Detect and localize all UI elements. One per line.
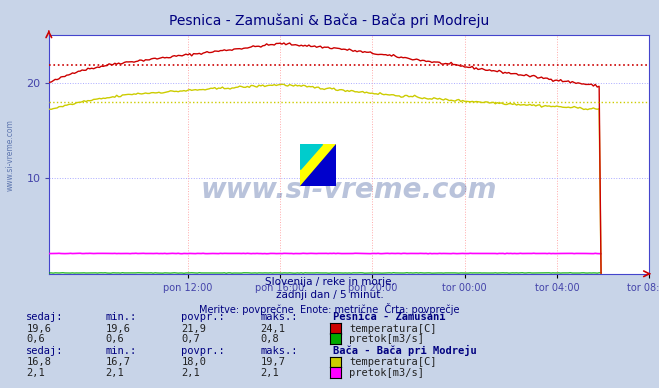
Text: sedaj:: sedaj: xyxy=(26,312,64,322)
Text: Bača - Bača pri Modreju: Bača - Bača pri Modreju xyxy=(333,345,476,356)
Text: 21,9: 21,9 xyxy=(181,324,206,334)
Text: min.:: min.: xyxy=(105,346,136,356)
Polygon shape xyxy=(300,144,322,169)
Text: 0,6: 0,6 xyxy=(105,334,124,344)
Text: 0,6: 0,6 xyxy=(26,334,45,344)
Text: 24,1: 24,1 xyxy=(260,324,285,334)
Text: 2,1: 2,1 xyxy=(105,368,124,378)
Text: 2,1: 2,1 xyxy=(260,368,279,378)
Text: povpr.:: povpr.: xyxy=(181,346,225,356)
Text: 19,6: 19,6 xyxy=(26,324,51,334)
Text: min.:: min.: xyxy=(105,312,136,322)
Text: 19,7: 19,7 xyxy=(260,357,285,367)
Text: Pesnica - Zamušani: Pesnica - Zamušani xyxy=(333,312,445,322)
Text: sedaj:: sedaj: xyxy=(26,346,64,356)
Text: www.si-vreme.com: www.si-vreme.com xyxy=(201,176,498,204)
Text: 16,8: 16,8 xyxy=(26,357,51,367)
Text: zadnji dan / 5 minut.: zadnji dan / 5 minut. xyxy=(275,290,384,300)
Text: 2,1: 2,1 xyxy=(26,368,45,378)
Text: 16,7: 16,7 xyxy=(105,357,130,367)
Text: Pesnica - Zamušani & Bača - Bača pri Modreju: Pesnica - Zamušani & Bača - Bača pri Mod… xyxy=(169,14,490,28)
Text: pretok[m3/s]: pretok[m3/s] xyxy=(349,334,424,344)
Text: pretok[m3/s]: pretok[m3/s] xyxy=(349,368,424,378)
Text: www.si-vreme.com: www.si-vreme.com xyxy=(5,119,14,191)
Text: maks.:: maks.: xyxy=(260,346,298,356)
Text: temperatura[C]: temperatura[C] xyxy=(349,324,437,334)
Text: Meritve: povprečne  Enote: metrične  Črta: povprečje: Meritve: povprečne Enote: metrične Črta:… xyxy=(199,303,460,315)
Text: povpr.:: povpr.: xyxy=(181,312,225,322)
Text: maks.:: maks.: xyxy=(260,312,298,322)
Text: 0,7: 0,7 xyxy=(181,334,200,344)
Polygon shape xyxy=(300,144,336,186)
Text: Slovenija / reke in morje.: Slovenija / reke in morje. xyxy=(264,277,395,288)
Text: 18,0: 18,0 xyxy=(181,357,206,367)
Text: 19,6: 19,6 xyxy=(105,324,130,334)
Text: 2,1: 2,1 xyxy=(181,368,200,378)
Text: temperatura[C]: temperatura[C] xyxy=(349,357,437,367)
Text: 0,8: 0,8 xyxy=(260,334,279,344)
